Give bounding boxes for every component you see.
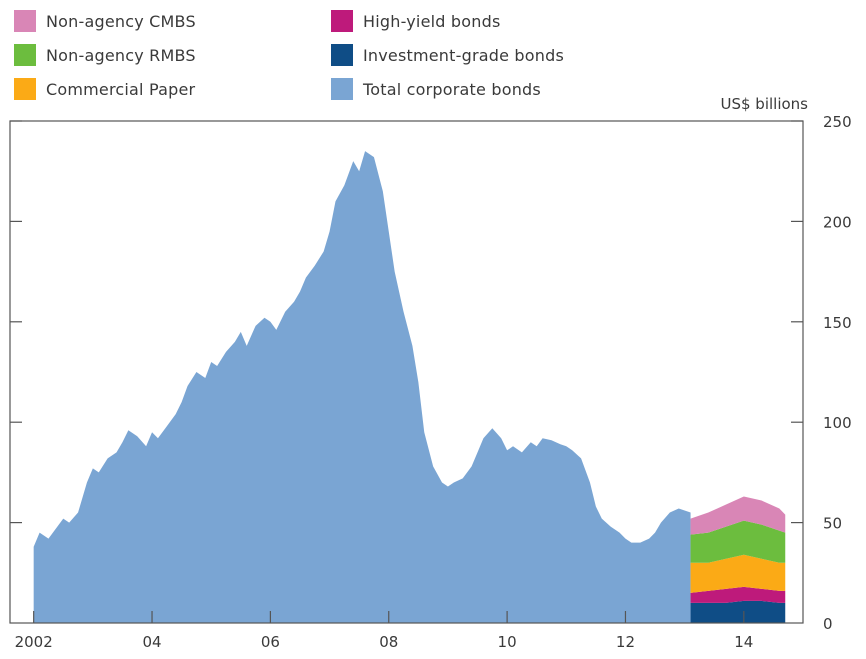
legend-label-non-agency-rmbs: Non-agency RMBS (46, 45, 196, 65)
series-area-investment-grade-bonds (690, 600, 786, 623)
x-tick-label: 12 (616, 633, 635, 651)
legend-item-non-agency-cmbs: Non-agency CMBS (14, 8, 196, 34)
series-layer (33, 151, 786, 623)
y-tick-label: 0 (823, 615, 833, 633)
y-tick-label: 50 (823, 515, 842, 533)
x-tick-label: 04 (142, 633, 161, 651)
legend-swatch-non-agency-rmbs (14, 44, 36, 66)
legend-label-commercial-paper: Commercial Paper (46, 79, 196, 99)
legend-label-total-corporate-bonds: Total corporate bonds (363, 79, 541, 99)
y-tick-label: 150 (823, 314, 852, 332)
legend-swatch-total-corporate-bonds (331, 78, 353, 100)
plot-frame (9, 120, 804, 624)
legend-item-investment-grade-bonds: Investment-grade bonds (331, 42, 564, 68)
legend-label-non-agency-cmbs: Non-agency CMBS (46, 11, 196, 31)
x-tick-label: 10 (498, 633, 517, 651)
legend-item-total-corporate-bonds: Total corporate bonds (331, 76, 541, 102)
legend-item-non-agency-rmbs: Non-agency RMBS (14, 42, 196, 68)
legend-swatch-high-yield-bonds (331, 10, 353, 32)
legend-label-investment-grade-bonds: Investment-grade bonds (363, 45, 565, 65)
legend-item-high-yield-bonds: High-yield bonds (331, 8, 501, 34)
x-tick-label: 08 (379, 633, 398, 651)
series-area-non-agency-rmbs (690, 520, 786, 563)
y-tick-label: 100 (823, 414, 852, 432)
legend-swatch-investment-grade-bonds (331, 44, 353, 66)
legend-swatch-commercial-paper (14, 78, 36, 100)
y-tick-label: 200 (823, 213, 852, 231)
x-tick-label: 06 (261, 633, 280, 651)
legend-item-commercial-paper: Commercial Paper (14, 76, 195, 102)
unit-label: US$ billions (720, 95, 808, 113)
legend-swatch-non-agency-cmbs (14, 10, 36, 32)
series-area-commercial-paper (690, 554, 786, 593)
ticks-layer: 0 50 100 150 200 250 2002 04 06 08 10 12 14 (10, 113, 852, 651)
legend: Non-agency CMBS Non-agency RMBS Commerci… (14, 8, 674, 104)
y-tick-label: 250 (823, 113, 852, 131)
legend-label-high-yield-bonds: High-yield bonds (363, 11, 501, 31)
series-area-high-yield-bonds (690, 586, 786, 603)
series-area-total-corporate-bonds (33, 151, 691, 623)
x-tick-label: 14 (734, 633, 753, 651)
x-tick-label: 2002 (15, 633, 53, 651)
series-area-non-agency-cmbs (690, 496, 786, 535)
